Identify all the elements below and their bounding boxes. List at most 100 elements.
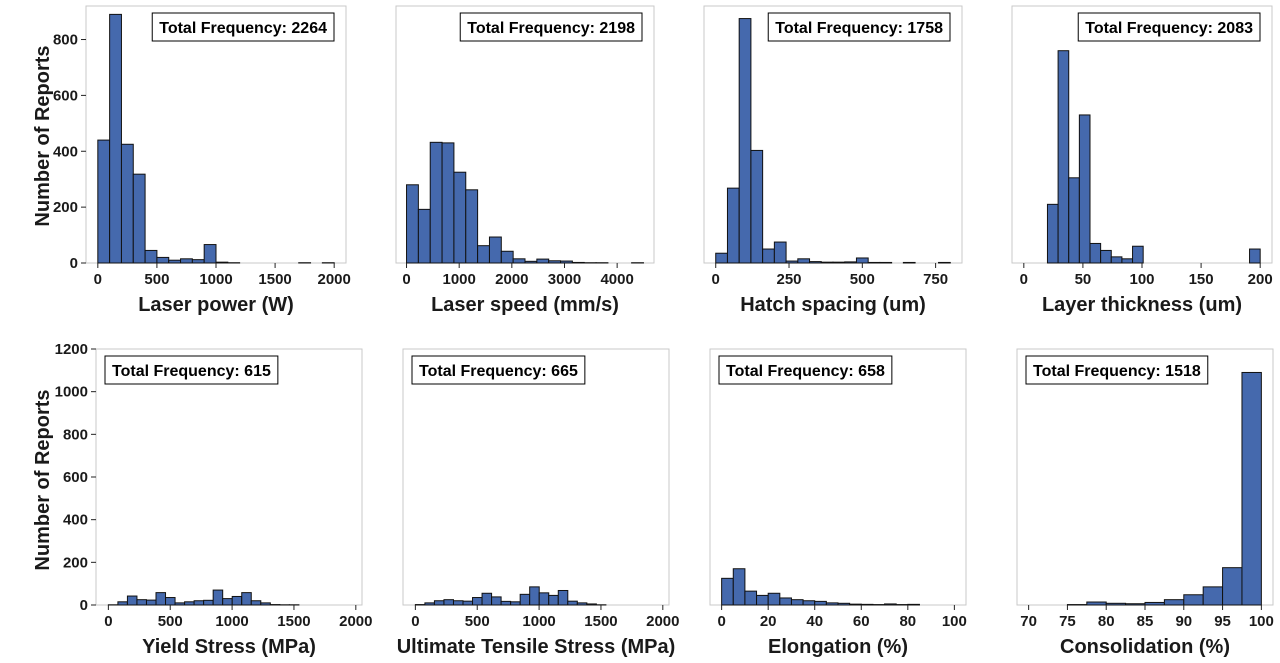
histogram-bar [462,600,474,606]
histogram-bar [1202,586,1224,606]
x-axis-label: Layer thickness (um) [1042,294,1242,316]
histogram-bar [750,149,764,264]
y-tick-label: 1000 [55,384,88,401]
histogram-bar [732,568,746,606]
x-tick-label: 250 [777,271,802,288]
histogram-bar [120,143,134,264]
x-tick-label: 90 [1175,613,1192,630]
histogram-bar [1121,258,1134,264]
histogram-bar [536,258,550,264]
histogram-bar [477,245,490,264]
x-tick-label: 3000 [548,271,581,288]
histogram-bar [117,601,128,606]
histogram-panel-6: 0 500 1000 1500 2000 Ultimate Tensile Stress … [397,348,680,658]
histogram-bar [193,600,205,606]
histogram-bar [443,599,454,606]
x-tick-label: 85 [1137,613,1154,630]
histogram-bar [406,184,419,264]
histogram-bar [756,594,769,606]
total-frequency-annotation: Total Frequency: 1758 [775,20,943,37]
x-tick-label: 60 [853,613,870,630]
annotation-box [718,355,893,385]
histogram-bar [1089,242,1102,264]
x-axis-label: Consolidation (%) [1060,636,1230,658]
x-tick-label: 40 [806,613,823,630]
y-tick-label: 600 [53,87,78,104]
x-tick-label: 100 [1249,613,1274,630]
annotation-box [1077,12,1261,42]
y-tick-label: 0 [70,255,78,272]
y-tick-label: 400 [53,143,78,160]
histogram-bar [441,142,455,264]
histogram-bar [738,18,752,264]
histogram-bar [465,189,479,264]
histogram-panel-8: 70 75 80 85 90 95 100 Consolidation (%) Total Fr… [1016,348,1274,658]
total-frequency-annotation: Total Frequency: 2083 [1085,20,1253,37]
histogram-bar [837,602,851,606]
histogram-bar [773,241,787,264]
histogram-bar [529,586,540,606]
histogram-bar [1183,594,1204,606]
histogram-panel-5: 0 500 1000 1500 2000 0 200 400 600 800 1000 1200 Yie… [55,341,373,658]
total-frequency-annotation: Total Frequency: 2198 [467,20,635,37]
histogram-bar [767,592,781,606]
plot-frame [709,348,967,606]
x-tick-label: 2000 [495,271,528,288]
histogram-bar [203,599,214,606]
histogram-bar [785,260,799,264]
histogram-bar [1068,177,1080,264]
histogram-bar [860,603,874,606]
x-tick-label: 80 [899,613,916,630]
histogram-bar [1110,256,1123,264]
y-tick-label: 200 [63,554,88,571]
histogram-bar [500,250,514,264]
histogram-bar [488,236,502,264]
x-tick-label: 4000 [600,271,633,288]
annotation-box [767,12,951,42]
histogram-bar [844,261,857,264]
histogram-bar [1057,50,1070,264]
y-tick-label: 1200 [55,341,88,358]
y-tick-label: 400 [63,512,88,529]
x-tick-label: 0 [712,271,720,288]
histogram-bar [491,596,502,606]
histogram-bar [797,258,811,264]
x-tick-label: 500 [144,271,169,288]
histogram-bar [1222,567,1243,606]
plot-frame [1016,348,1274,606]
plot-frame [402,348,670,606]
histogram-bar [132,173,146,264]
x-tick-label: 200 [1248,271,1273,288]
annotation-box [151,12,335,42]
histogram-bar [832,261,846,264]
histogram-bar [203,244,217,264]
histogram-bar [820,261,834,264]
histogram-panel-2: 0 1000 2000 3000 4000 Laser speed (mm/s) Total… [395,5,655,316]
x-axis-label: Hatch spacing (um) [740,294,926,316]
histogram-bar [1249,248,1261,264]
histogram-bar [109,13,122,264]
histogram-panel-7: 0 20 40 60 80 100 Elongation (%) Total Frequenc… [709,348,967,658]
x-tick-label: 1000 [442,271,475,288]
annotation-box [104,355,279,385]
histogram-bar [417,208,431,264]
histogram-panel-1: 0 500 1000 1500 2000 0 200 400 600 800 Laser power… [53,5,351,316]
histogram-bar [1241,371,1262,606]
x-tick-label: 20 [760,613,777,630]
histogram-bar [215,261,229,264]
y-tick-label: 800 [63,426,88,443]
histogram-bar [145,599,157,606]
histogram-bar [715,252,728,264]
x-tick-label: 500 [158,613,183,630]
annotation-box [459,12,643,42]
x-tick-label: 500 [850,271,875,288]
total-frequency-annotation: Total Frequency: 1518 [1033,363,1201,380]
x-tick-label: 100 [1129,271,1154,288]
histogram-bar [802,600,816,606]
histogram-bar [1125,603,1146,606]
histogram-bar [126,595,138,606]
histogram-bar [241,592,252,606]
histogram-bar [222,598,233,606]
x-tick-label: 2000 [646,613,679,630]
histogram-bar [744,590,758,606]
